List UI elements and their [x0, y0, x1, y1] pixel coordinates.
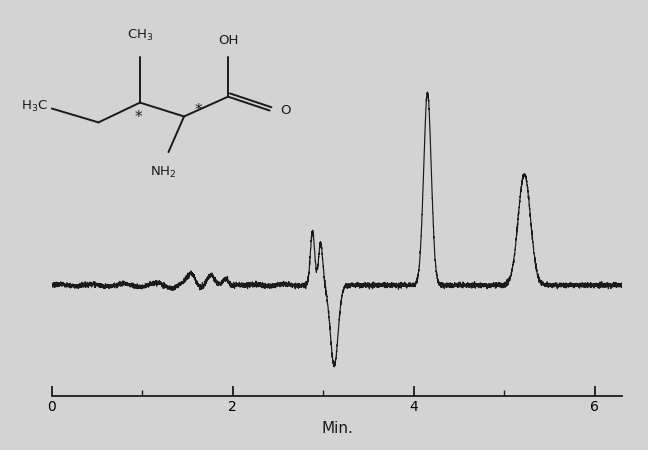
Text: CH$_3$: CH$_3$ [127, 28, 153, 43]
Text: OH: OH [218, 34, 238, 47]
Text: NH$_2$: NH$_2$ [150, 165, 176, 180]
Text: *: * [194, 103, 202, 118]
Text: H$_3$C: H$_3$C [21, 99, 48, 114]
Text: O: O [280, 104, 290, 117]
X-axis label: Min.: Min. [321, 421, 353, 436]
Text: *: * [135, 110, 143, 125]
